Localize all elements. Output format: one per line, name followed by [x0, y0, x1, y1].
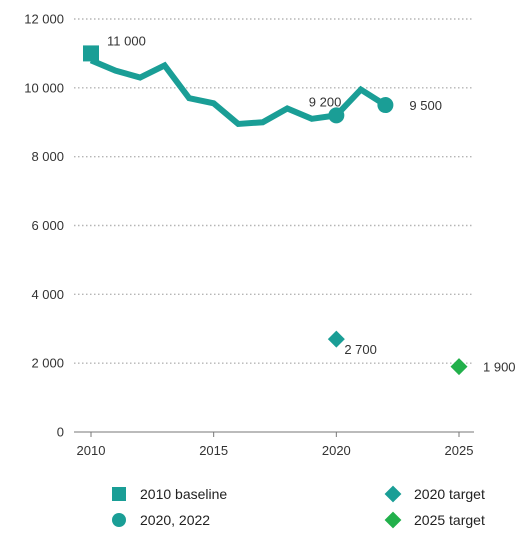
marker-circle-1 [328, 107, 345, 124]
y-tick-label-1: 2 000 [31, 356, 64, 371]
data-labels: 11 000 9 200 9 500 2 700 1 900 [107, 33, 516, 374]
marker-square-0 [83, 45, 99, 62]
legend-item-2: 2020, 2022 [112, 512, 210, 528]
marker-diamond-3 [327, 330, 345, 348]
square-icon [112, 487, 126, 501]
diamond-icon [384, 511, 402, 529]
y-tick-label-2: 4 000 [31, 287, 64, 302]
y-tick-label-6: 12 000 [24, 12, 64, 27]
y-tick-label-4: 8 000 [31, 149, 64, 164]
x-tick-label-1: 2015 [199, 443, 228, 458]
legend-item-3: 2025 target [384, 511, 485, 529]
y-tick-label-0: 0 [57, 425, 64, 440]
data-label-4: 1 900 [483, 360, 516, 375]
x-tick-label-0: 2010 [77, 443, 106, 458]
data-label-0: 11 000 [107, 33, 146, 48]
data-label-1: 9 200 [309, 94, 342, 109]
marker-diamond-4 [450, 358, 468, 376]
diamond-icon [384, 485, 402, 503]
data-label-2: 9 500 [409, 98, 442, 113]
data-label-3: 2 700 [344, 342, 377, 357]
grid-lines [74, 18, 474, 364]
legend-item-1: 2020 target [384, 485, 485, 503]
axes: 0 2 000 4 000 6 000 8 000 10 000 12 000 2010 201… [24, 12, 474, 458]
markers [83, 45, 468, 376]
y-tick-label-3: 6 000 [31, 218, 64, 233]
x-tick-label-3: 2025 [445, 443, 474, 458]
legend-label-1: 2020 target [414, 486, 485, 502]
legend-label-2: 2020, 2022 [140, 512, 211, 528]
y-tick-label-5: 10 000 [24, 80, 64, 95]
legend-label-3: 2025 target [414, 512, 485, 528]
x-tick-label-2: 2020 [322, 443, 351, 458]
legend-item-0: 2010 baseline [112, 486, 227, 502]
marker-circle-2 [377, 97, 394, 114]
legend-label-0: 2010 baseline [140, 486, 228, 502]
circle-icon [112, 513, 126, 527]
